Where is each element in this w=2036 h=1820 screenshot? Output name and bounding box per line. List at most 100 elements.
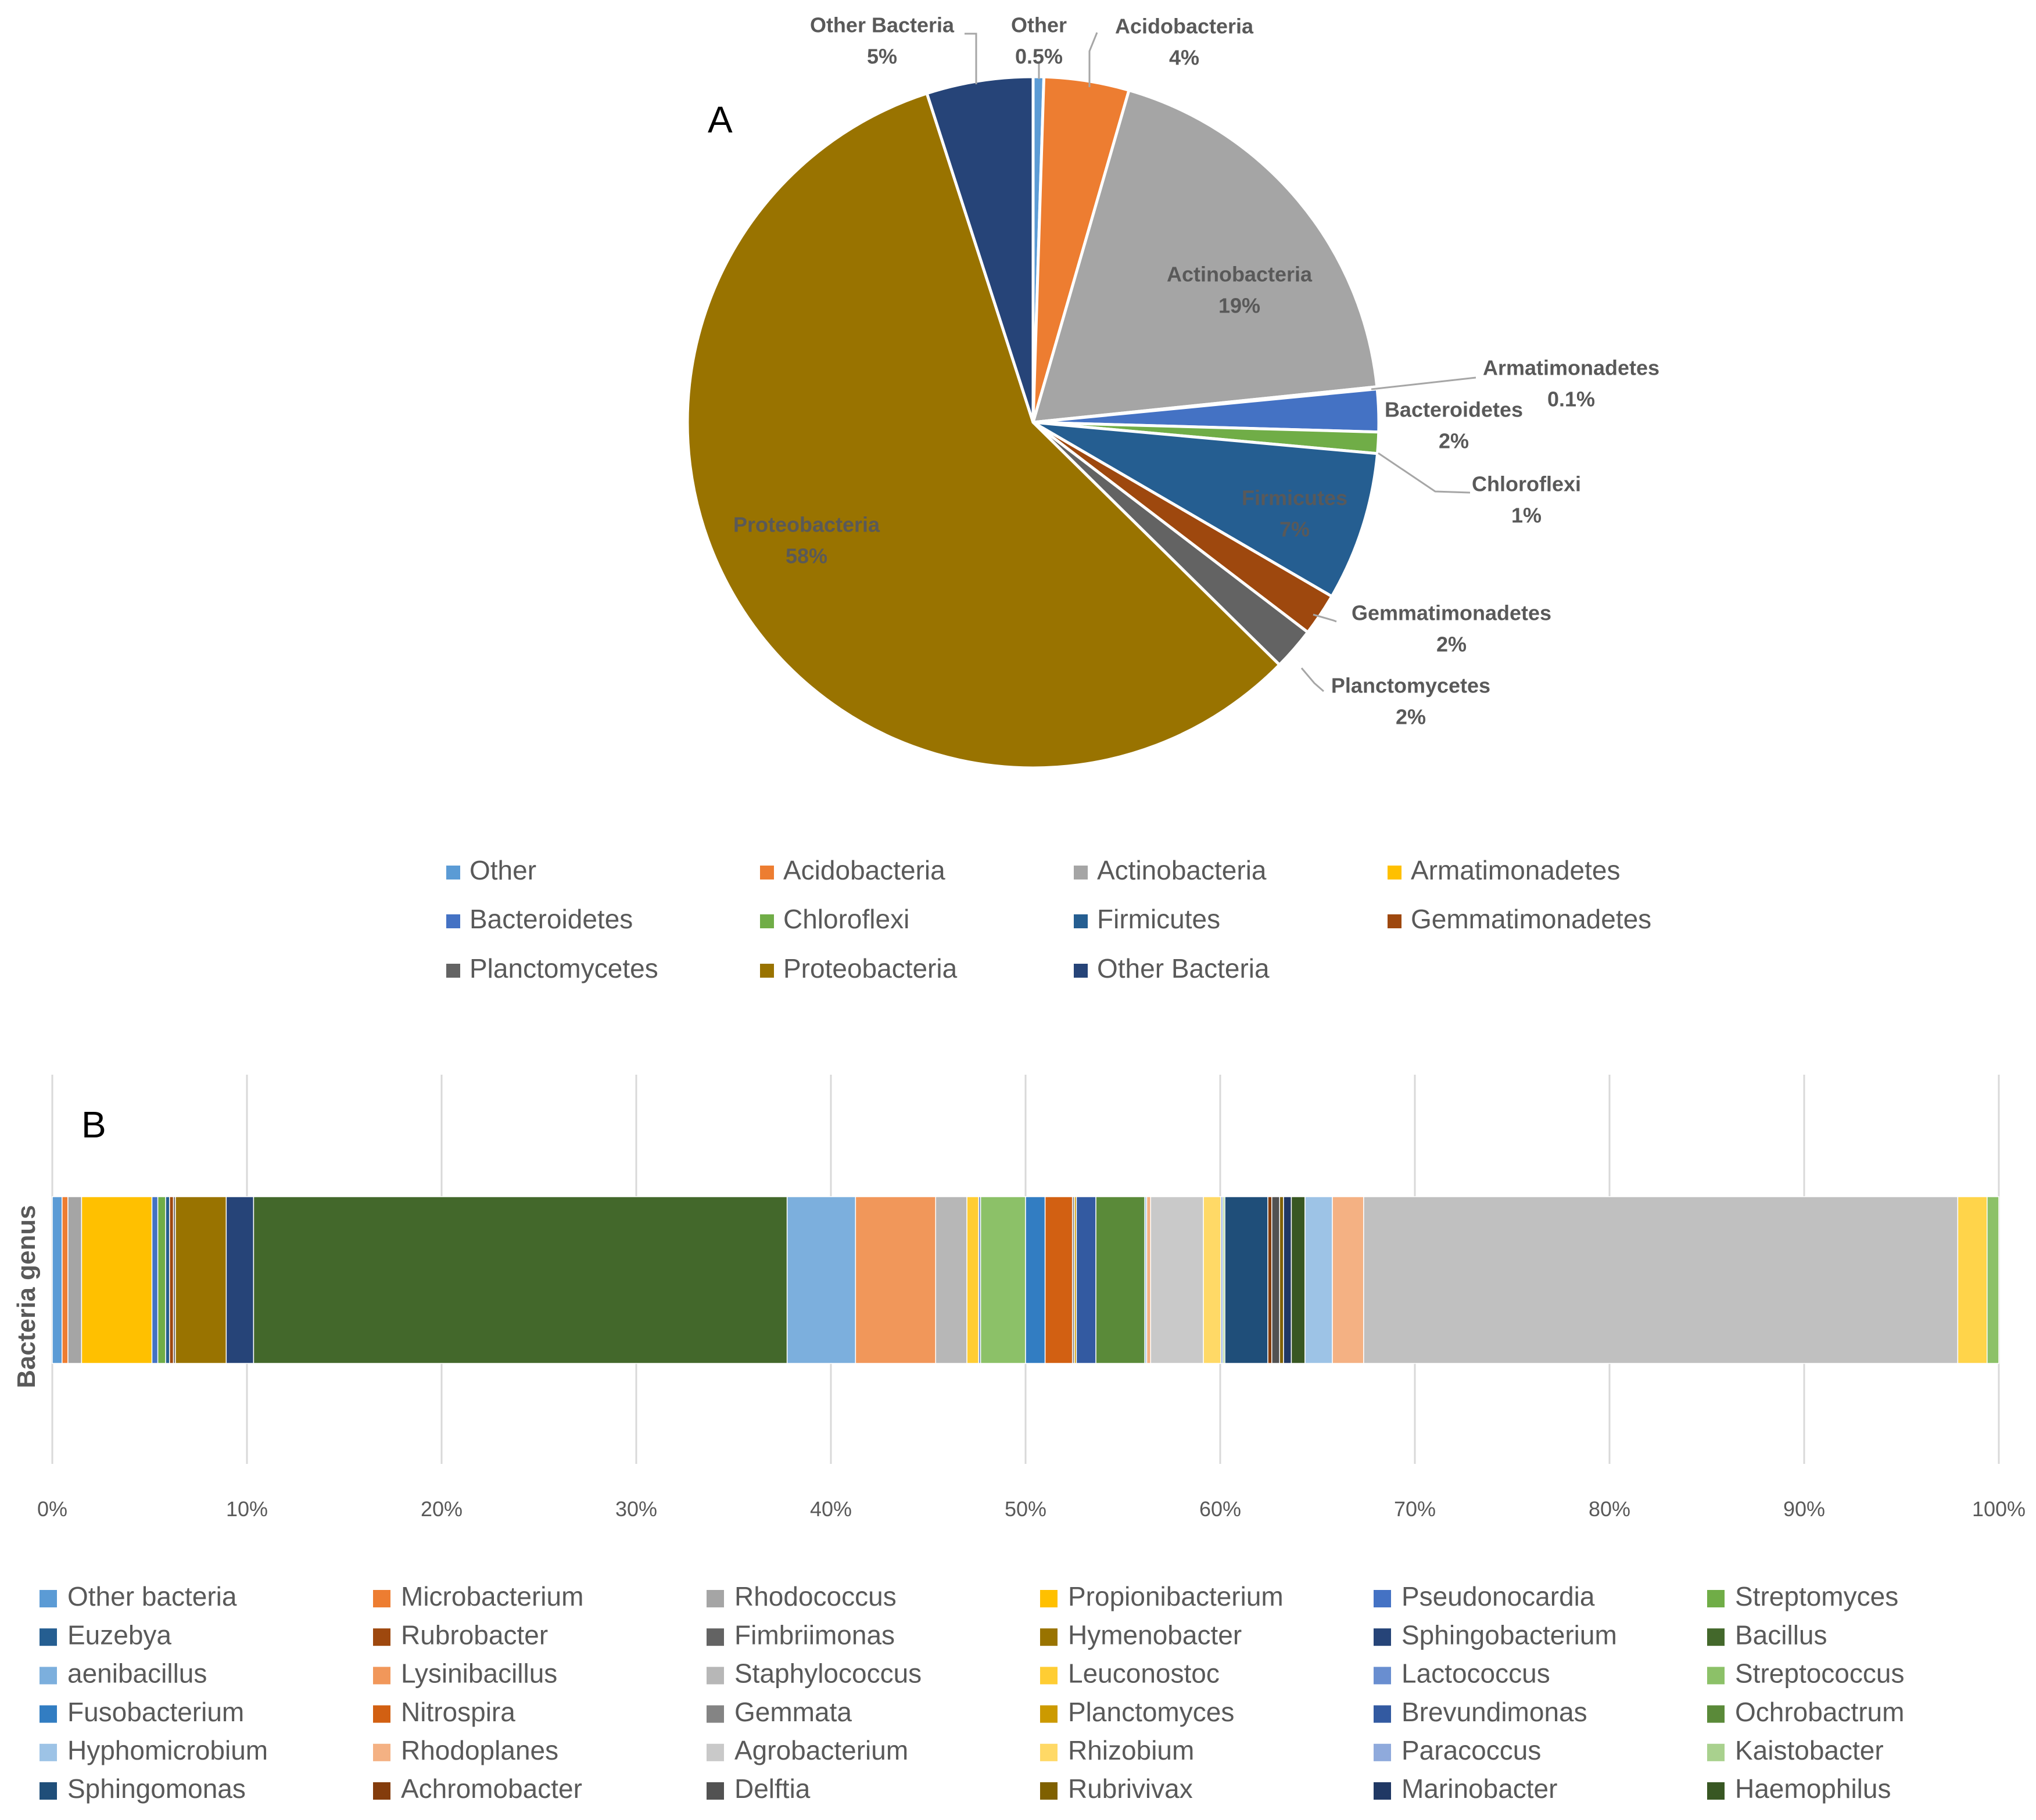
bar-legend-label-rhodococcus: Rhodococcus bbox=[734, 1581, 897, 1611]
bar-segment-sphingomonas bbox=[1224, 1196, 1268, 1364]
bar-legend-swatch-rhodococcus bbox=[707, 1590, 724, 1607]
bar-legend-label-microbacterium: Microbacterium bbox=[401, 1581, 583, 1611]
pie-legend: Other Acidobacteria Actinobacteria Armatimo… bbox=[446, 855, 1651, 983]
pie-label-pct-bacteroidetes: 2% bbox=[1439, 429, 1469, 453]
bar-segment-other-bacteria bbox=[52, 1196, 63, 1364]
bar-legend-swatch-lactococcus bbox=[1374, 1667, 1391, 1685]
pie-leader-lines bbox=[965, 32, 1476, 692]
pie-legend-label-other-bacteria: Other Bacteria bbox=[1097, 953, 1270, 983]
bar-legend-label-fusobacterium: Fusobacterium bbox=[67, 1697, 244, 1727]
bar-legend-swatch-bacillus bbox=[1707, 1628, 1725, 1646]
pie-label-name-proteobacteria: Proteobacteria bbox=[733, 513, 880, 537]
bar-legend-label-aenibacillus: aenibacillus bbox=[67, 1659, 207, 1689]
pie-leader-other-bacteria bbox=[965, 33, 977, 84]
pie-label-name-other-bacteria: Other Bacteria bbox=[810, 13, 955, 37]
bar-segment-rubrivivax bbox=[1279, 1196, 1284, 1364]
pie-label-pct-proteobacteria: 58% bbox=[786, 544, 827, 568]
pie-legend-swatch-proteobacteria bbox=[760, 964, 774, 978]
pie-label-pct-firmicutes: 7% bbox=[1279, 518, 1310, 541]
pie-legend-label-actinobacteria: Actinobacteria bbox=[1097, 855, 1267, 885]
pie-legend-label-armatimonadetes: Armatimonadetes bbox=[1411, 855, 1621, 885]
pie-label-name-armatimonadetes: Armatimonadetes bbox=[1483, 356, 1659, 380]
bar-segments bbox=[52, 1196, 1999, 1364]
bar-segment-streptococcus bbox=[980, 1196, 1026, 1364]
bar-legend-swatch-kaistobacter bbox=[1707, 1743, 1725, 1761]
pie-legend-swatch-actinobacteria bbox=[1074, 866, 1088, 880]
pie-legend-label-planctomycetes: Planctomycetes bbox=[469, 953, 658, 983]
x-tick-20: 20% bbox=[421, 1497, 463, 1521]
pie-label-name-actinobacteria: Actinobacteria bbox=[1167, 263, 1313, 286]
pie-legend-swatch-acidobacteria bbox=[760, 866, 774, 880]
bar-legend-swatch-aenibacillus bbox=[40, 1667, 57, 1685]
bar-segment-rubrobacter bbox=[169, 1196, 174, 1364]
bar-legend-label-delftia: Delftia bbox=[734, 1774, 811, 1804]
bar-legend-label-haemophilus: Haemophilus bbox=[1735, 1774, 1891, 1804]
pie-label-name-chloroflexi: Chloroflexi bbox=[1472, 472, 1581, 496]
pie-chart-panel: A Other 0.5% Acidobacteria 4% Actinobacteria… bbox=[446, 13, 1659, 983]
bar-legend-swatch-sphingobacterium bbox=[1374, 1628, 1391, 1646]
bar-legend-label-streptomyces: Streptomyces bbox=[1735, 1581, 1898, 1611]
bar-legend-swatch-microbacterium bbox=[373, 1590, 390, 1607]
bar-legend-label-leuconostoc: Leuconostoc bbox=[1068, 1659, 1220, 1689]
bar-legend-swatch-achromobacter bbox=[373, 1782, 390, 1800]
bar-legend-label-lysinibacillus: Lysinibacillus bbox=[401, 1659, 557, 1689]
bar-legend-label-rhizobium: Rhizobium bbox=[1068, 1735, 1194, 1765]
bar-legend-label-propionibacterium: Propionibacterium bbox=[1068, 1581, 1284, 1611]
bar-segment-bacillus bbox=[253, 1196, 788, 1364]
pie-slices bbox=[686, 75, 1381, 770]
bar-legend-label-streptococcus: Streptococcus bbox=[1735, 1659, 1904, 1689]
bar-segment-agrobacterium bbox=[1150, 1196, 1204, 1364]
bar-segment-achromobacter bbox=[1267, 1196, 1272, 1364]
bar-segment-microbacterium bbox=[62, 1196, 69, 1364]
bar-segment-lysinibacillus bbox=[855, 1196, 937, 1364]
bar-segment-aenibacillus bbox=[786, 1196, 856, 1364]
pie-legend-swatch-chloroflexi bbox=[760, 914, 774, 928]
pie-legend-swatch-other-bacteria bbox=[1074, 964, 1088, 978]
pie-legend-label-chloroflexi: Chloroflexi bbox=[783, 904, 909, 934]
pie-slice-other-bacteria bbox=[925, 75, 1035, 423]
pie-legend-label-acidobacteria: Acidobacteria bbox=[783, 855, 945, 885]
bar-segment-haemophilus bbox=[1291, 1196, 1306, 1364]
pie-label-name-other: Other bbox=[1011, 13, 1067, 37]
bar-legend-swatch-streptomyces bbox=[1707, 1590, 1725, 1607]
x-tick-90: 90% bbox=[1783, 1497, 1825, 1521]
x-tick-80: 80% bbox=[1589, 1497, 1630, 1521]
bar-legend-label-other-bacteria: Other bacteria bbox=[67, 1581, 237, 1611]
x-tick-60: 60% bbox=[1199, 1497, 1241, 1521]
bar-segment-ochrobactrum bbox=[1095, 1196, 1145, 1364]
pie-legend-swatch-planctomycetes bbox=[446, 964, 460, 978]
bar-legend-label-fimbriimonas: Fimbriimonas bbox=[734, 1620, 895, 1650]
pie-leader-planctomycetes bbox=[1300, 667, 1324, 692]
bar-legend-label-rhodoplanes: Rhodoplanes bbox=[401, 1735, 558, 1765]
bar-segment-microbacterium-2 bbox=[1332, 1196, 1364, 1364]
bar-legend-swatch-other-bacteria bbox=[40, 1590, 57, 1607]
x-tick-70: 70% bbox=[1394, 1497, 1436, 1521]
pie-label-name-planctomycetes: Planctomycetes bbox=[1331, 674, 1490, 698]
pie-label-name-firmicutes: Firmicutes bbox=[1242, 486, 1347, 510]
pie-label-pct-armatimonadetes: 0.1% bbox=[1547, 387, 1595, 411]
bar-legend-swatch-staphylococcus bbox=[707, 1667, 724, 1685]
pie-legend-label-gemmatimonadetes: Gemmatimonadetes bbox=[1411, 904, 1651, 934]
pie-legend-swatch-firmicutes bbox=[1074, 914, 1088, 928]
pie-label-pct-gemmatimonadetes: 2% bbox=[1436, 633, 1467, 656]
bar-segment-rhodococcus bbox=[67, 1196, 83, 1364]
bar-legend-swatch-delftia bbox=[707, 1782, 724, 1800]
pie-label-pct-chloroflexi: 1% bbox=[1511, 504, 1542, 527]
bar-legend-label-paracoccus: Paracoccus bbox=[1401, 1735, 1541, 1765]
bar-segment-rhizobium bbox=[1203, 1196, 1222, 1364]
bar-legend-swatch-hyphomicrobium bbox=[40, 1743, 57, 1761]
bar-legend-swatch-haemophilus bbox=[1707, 1782, 1725, 1800]
bar-legend-swatch-ochrobactrum bbox=[1707, 1705, 1725, 1723]
pie-legend-swatch-other bbox=[446, 866, 460, 880]
bar-legend-swatch-planctomyces bbox=[1040, 1705, 1058, 1723]
pie-legend-swatch-armatimonadetes bbox=[1388, 866, 1401, 880]
pie-legend-swatch-bacteroidetes bbox=[446, 914, 460, 928]
bar-segment-rhodococcus-2 bbox=[1363, 1196, 1959, 1364]
bar-legend-label-staphylococcus: Staphylococcus bbox=[734, 1659, 922, 1689]
bar-legend-swatch-pseudonocardia bbox=[1374, 1590, 1391, 1607]
bar-segment-leuconostoc bbox=[966, 1196, 980, 1364]
pie-label-pct-actinobacteria: 19% bbox=[1218, 294, 1260, 318]
bar-segment-streptomyces-2 bbox=[1987, 1196, 1999, 1364]
pie-label-name-gemmatimonadetes: Gemmatimonadetes bbox=[1352, 601, 1551, 625]
pie-slice-proteobacteria bbox=[686, 91, 1282, 770]
